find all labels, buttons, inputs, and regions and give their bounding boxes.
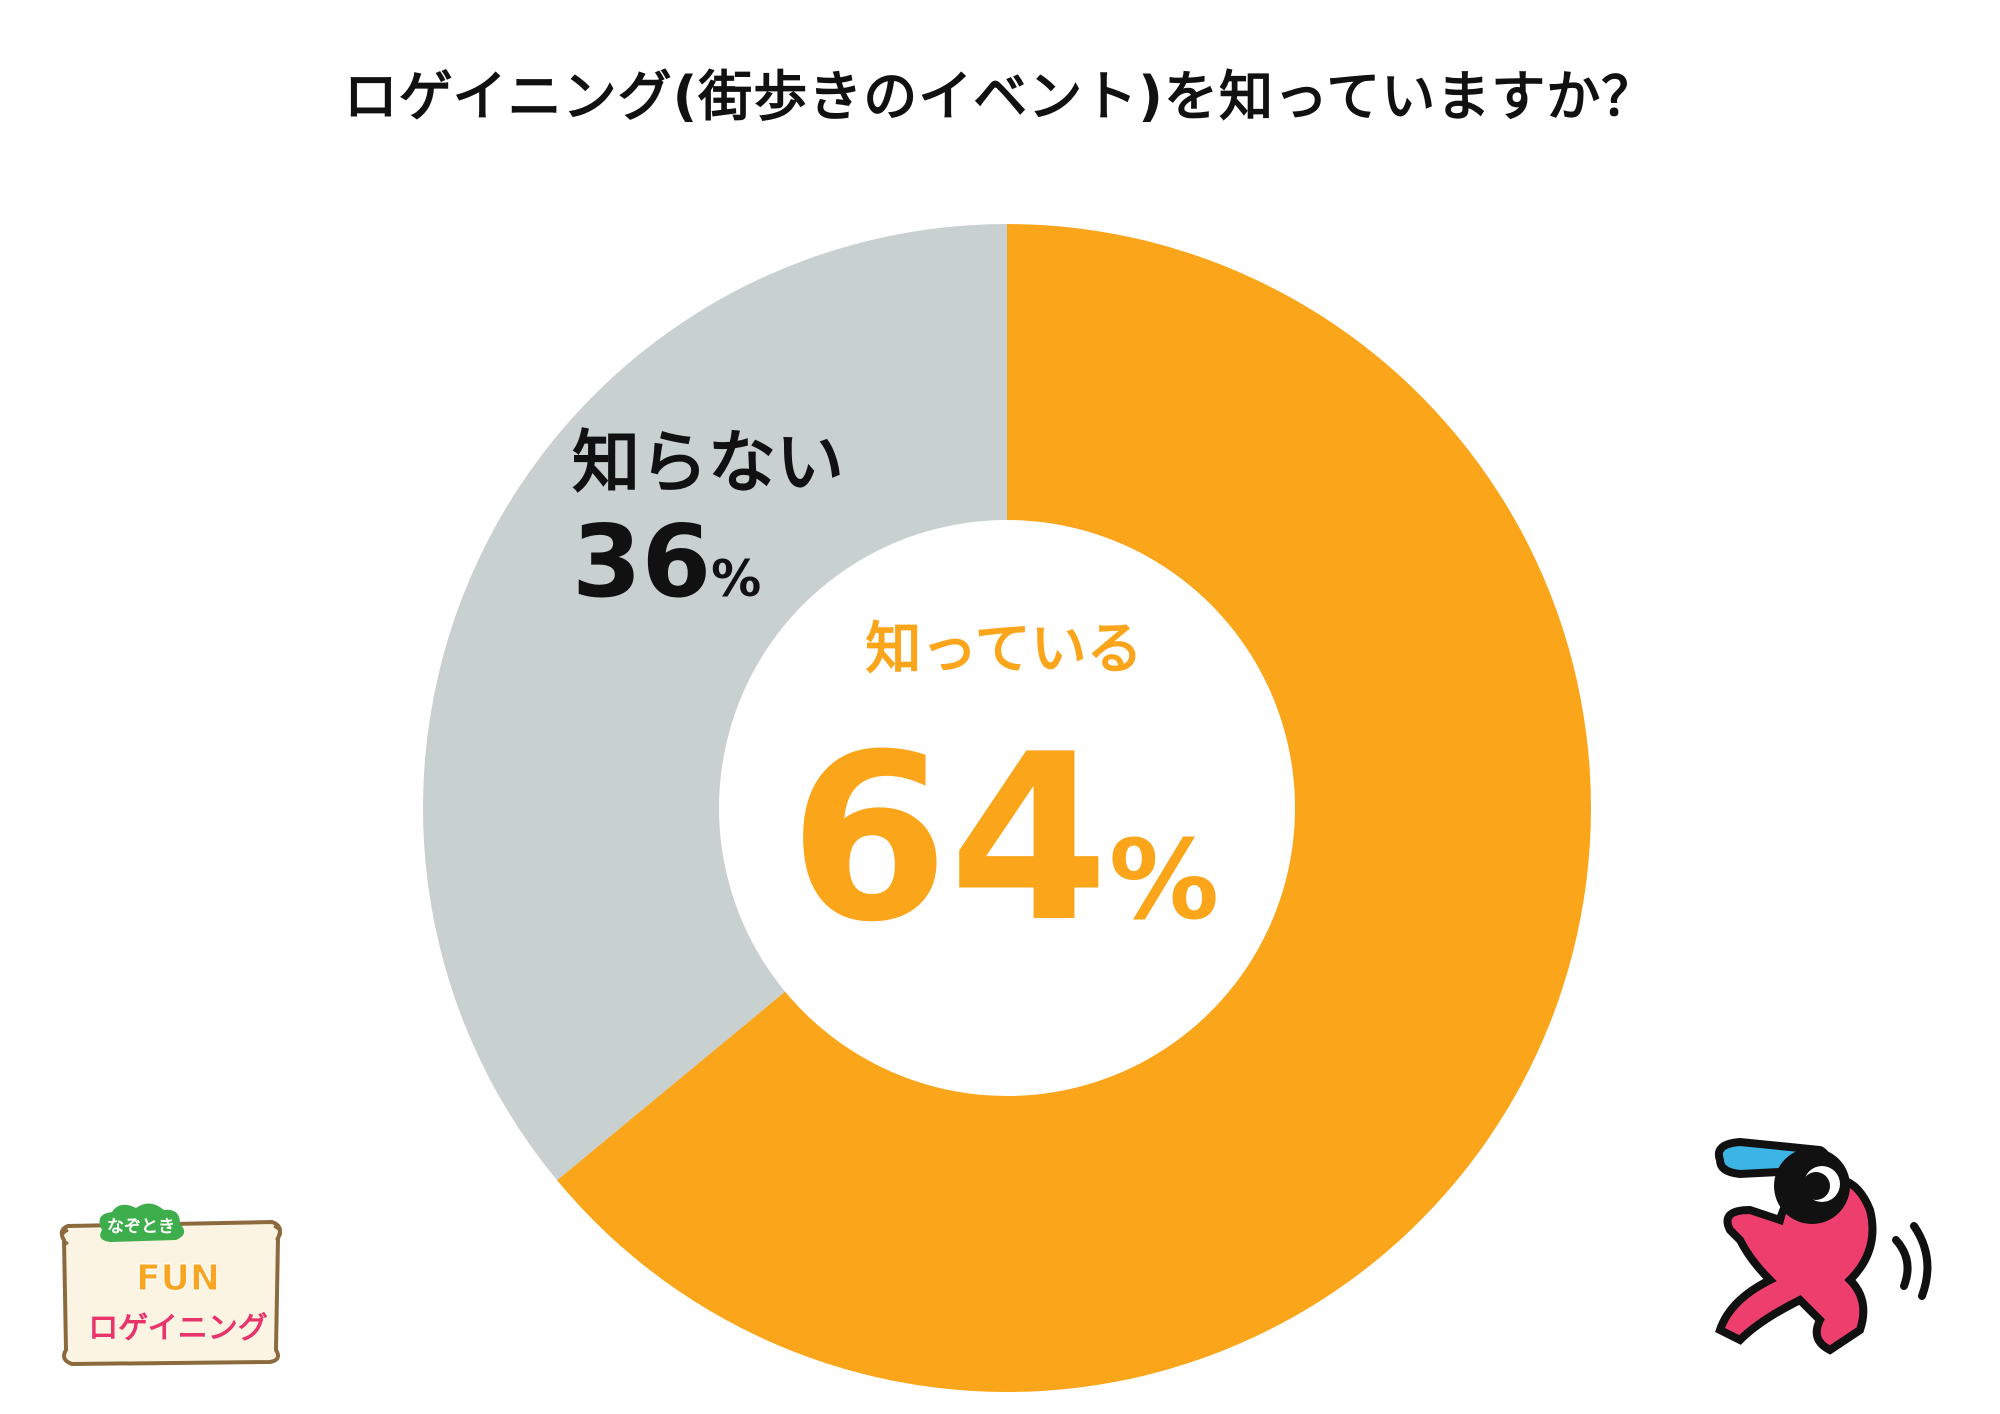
chart-title: ロゲイニング(街歩きのイベント)を知っていますか？ [343, 65, 1657, 128]
slice-value-unknown-number: 36 [572, 503, 711, 620]
slice-label-known: 知っている [865, 617, 1142, 682]
logo: なぞとき FUN ロゲイニング [59, 1203, 282, 1367]
slice-value-known: 64% [789, 706, 1219, 973]
slice-label-unknown: 知らない [572, 424, 844, 503]
slice-value-known-unit: % [1109, 816, 1219, 944]
donut-slices [422, 224, 1591, 1392]
mascot-illustration [1715, 1137, 1932, 1355]
slice-value-unknown-unit: % [711, 550, 761, 608]
logo-line3: ロゲイニング [88, 1311, 267, 1346]
slice-value-unknown: 36% [572, 503, 761, 620]
donut-slice-0 [557, 224, 1591, 1392]
donut-slice-1 [422, 224, 1007, 1181]
logo-line1: なぞとき [107, 1217, 175, 1237]
logo-line2: FUN [136, 1258, 220, 1299]
slice-value-known-number: 64 [789, 706, 1109, 973]
